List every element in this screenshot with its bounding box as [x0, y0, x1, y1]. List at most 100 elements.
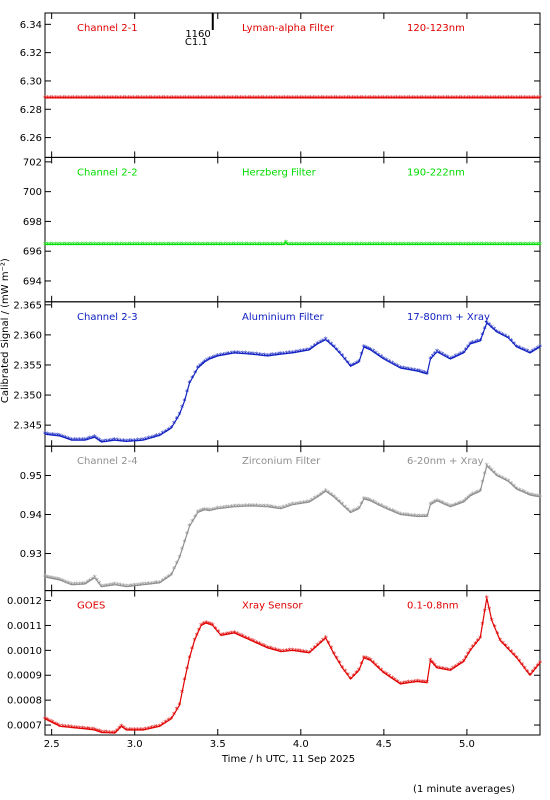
- data-point: *: [64, 723, 68, 732]
- data-point: *: [259, 241, 263, 250]
- data-point: *: [483, 241, 487, 250]
- data-point: *: [82, 241, 86, 250]
- data-point: *: [369, 346, 373, 355]
- data-point: *: [335, 346, 339, 355]
- data-point: *: [61, 433, 65, 442]
- data-point: *: [494, 94, 498, 103]
- data-point: *: [249, 94, 253, 103]
- data-point: *: [395, 94, 399, 103]
- data-point: *: [243, 634, 247, 643]
- data-point: *: [357, 666, 361, 675]
- data-point: *: [102, 582, 106, 591]
- data-point: *: [371, 498, 375, 507]
- data-point: *: [442, 94, 446, 103]
- data-point: *: [255, 351, 259, 360]
- data-point: *: [64, 578, 68, 587]
- data-point: *: [296, 348, 300, 357]
- data-point: *: [204, 241, 208, 250]
- data-point: *: [329, 645, 333, 654]
- data-point: *: [471, 643, 475, 652]
- data-point: *: [197, 94, 201, 103]
- data-point: *: [144, 241, 148, 250]
- data-point: *: [152, 579, 156, 588]
- data-point: *: [193, 513, 197, 522]
- data-point: *: [332, 650, 336, 659]
- data-point: *: [329, 491, 333, 500]
- data-point: *: [429, 94, 433, 103]
- data-point: *: [504, 642, 508, 651]
- data-point: *: [413, 241, 417, 250]
- data-point: *: [216, 505, 220, 514]
- data-point: *: [100, 94, 104, 103]
- data-point: *: [269, 241, 273, 250]
- data-point: *: [175, 559, 179, 568]
- data-point: *: [184, 94, 188, 103]
- data-point: *: [512, 94, 516, 103]
- data-point: *: [501, 331, 505, 340]
- band-label: 17-80nm + Xray: [407, 312, 490, 323]
- data-point: *: [185, 665, 189, 674]
- data-point: *: [157, 241, 161, 250]
- data-point: *: [53, 431, 57, 440]
- data-point: *: [48, 717, 52, 726]
- data-point: *: [420, 678, 424, 687]
- data-point: *: [435, 348, 439, 357]
- data-point: *: [462, 658, 466, 667]
- data-point: *: [418, 94, 422, 103]
- data-point: *: [442, 241, 446, 250]
- data-point: *: [107, 437, 111, 446]
- data-point: *: [366, 656, 370, 665]
- data-point: *: [520, 345, 524, 354]
- data-point: *: [335, 94, 339, 103]
- data-point: *: [348, 94, 352, 103]
- data-point: *: [504, 332, 508, 341]
- data-point: *: [538, 659, 542, 668]
- data-point: *: [249, 350, 253, 359]
- data-point: *: [257, 94, 261, 103]
- data-point: *: [337, 94, 341, 103]
- data-point: *: [134, 241, 138, 250]
- data-point: *: [504, 476, 508, 485]
- data-point: *: [72, 94, 76, 103]
- data-point: *: [79, 241, 83, 250]
- data-point: *: [443, 500, 447, 509]
- data-point: *: [56, 576, 60, 585]
- data-point: *: [285, 94, 289, 103]
- data-point: *: [304, 346, 308, 355]
- data-point: *: [418, 512, 422, 521]
- data-point: *: [181, 94, 185, 103]
- data-point: *: [139, 94, 143, 103]
- data-point: *: [48, 574, 52, 583]
- data-point: *: [124, 437, 128, 446]
- data-point: *: [412, 678, 416, 687]
- data-point: *: [220, 241, 224, 250]
- y-tick-label: 694: [23, 276, 42, 287]
- data-point: *: [455, 241, 459, 250]
- data-point: *: [528, 671, 532, 680]
- data-point: *: [127, 437, 131, 446]
- data-point: *: [415, 367, 419, 376]
- data-point: *: [301, 94, 305, 103]
- data-point: *: [210, 506, 214, 515]
- data-point: *: [465, 241, 469, 250]
- data-point: *: [98, 94, 102, 103]
- data-point: *: [499, 94, 503, 103]
- data-point: *: [122, 724, 126, 733]
- data-point: *: [176, 241, 180, 250]
- data-point: *: [431, 94, 435, 103]
- data-point: *: [263, 643, 267, 652]
- data-point: *: [423, 369, 427, 378]
- data-point: *: [447, 241, 451, 250]
- data-point: *: [522, 241, 526, 250]
- data-point: *: [431, 499, 435, 508]
- data-point: *: [248, 241, 252, 250]
- data-point: *: [230, 503, 234, 512]
- data-point: *: [330, 94, 334, 103]
- data-point: *: [314, 241, 318, 250]
- data-point: *: [285, 647, 289, 656]
- data-point: *: [155, 241, 159, 250]
- data-point: *: [366, 345, 370, 354]
- data-point: *: [149, 724, 153, 733]
- data-point: *: [299, 241, 303, 250]
- data-point: *: [122, 582, 126, 591]
